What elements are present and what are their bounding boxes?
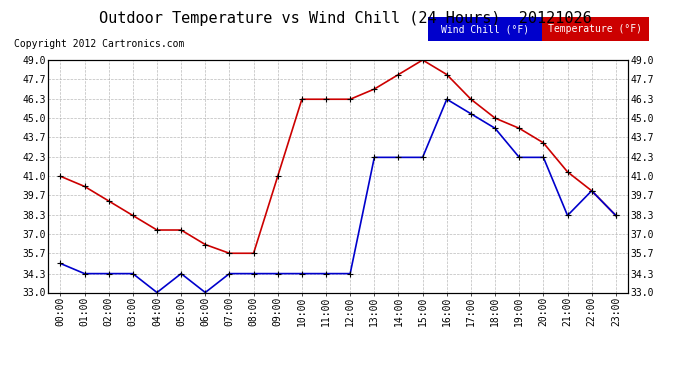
Text: Copyright 2012 Cartronics.com: Copyright 2012 Cartronics.com: [14, 39, 184, 50]
Text: Temperature (°F): Temperature (°F): [548, 24, 642, 34]
Text: Outdoor Temperature vs Wind Chill (24 Hours)  20121026: Outdoor Temperature vs Wind Chill (24 Ho…: [99, 11, 591, 26]
Text: Wind Chill (°F): Wind Chill (°F): [441, 24, 529, 34]
